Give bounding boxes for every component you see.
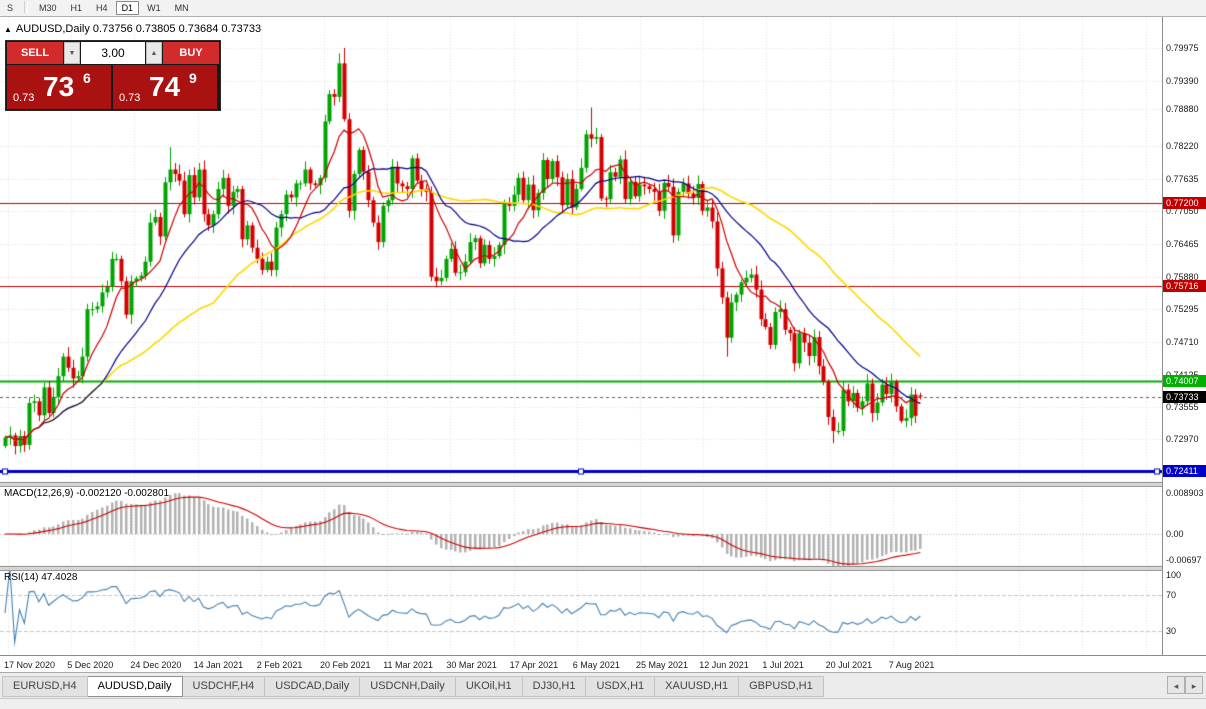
axis-tick-label: 0.72970	[1166, 434, 1199, 444]
price-level-label: 0.74007	[1163, 375, 1206, 387]
chart-tab-USDCAD-Daily[interactable]: USDCAD,Daily	[265, 676, 361, 697]
chart-tab-GBPUSD-H1[interactable]: GBPUSD,H1	[739, 676, 824, 697]
toolbar-separator	[24, 1, 29, 13]
tabs-scroll-left-icon[interactable]: ◂	[1167, 676, 1185, 694]
price-chart-canvas[interactable]	[0, 17, 1162, 655]
period-button-MN[interactable]: MN	[174, 3, 189, 13]
chart-region: ▲ AUDUSD,Daily 0.73756 0.73805 0.73684 0.…	[0, 16, 1206, 673]
axis-tick-label: 0.79390	[1166, 76, 1199, 86]
period-button-W1[interactable]: W1	[147, 3, 161, 13]
sell-price-display[interactable]: 0.73 73 6	[7, 65, 111, 109]
sell-price-prefix: 0.73	[13, 92, 35, 104]
date-axis-label: 12 Jun 2021	[699, 660, 749, 670]
price-level-label: 0.75716	[1163, 280, 1206, 292]
panel-splitter-rsi[interactable]	[0, 566, 1206, 571]
lot-size-input[interactable]: 3.00	[81, 42, 145, 64]
chart-tabs-bar: EURUSD,H4 AUDUSD,Daily USDCHF,H4 USDCAD,Dai…	[0, 672, 1206, 699]
chart-tab-USDCNH-Daily[interactable]: USDCNH,Daily	[360, 676, 456, 697]
chart-tab-USDCHF-H4[interactable]: USDCHF,H4	[182, 676, 266, 697]
price-axis[interactable]: 0.79975 0.79390 0.78880 0.78220 0.77635 0.770…	[1162, 17, 1206, 655]
chart-tab-AUDUSD-Daily[interactable]: AUDUSD,Daily	[87, 676, 183, 697]
axis-tick-label: 0.78220	[1166, 141, 1199, 151]
period-button-S[interactable]: S	[7, 3, 14, 13]
lot-decrement-button[interactable]: ▼	[64, 42, 80, 64]
axis-tick-label: 0.77635	[1166, 174, 1199, 184]
date-axis-label: 2 Feb 2021	[256, 660, 303, 670]
axis-tick-label: 0.79975	[1166, 43, 1199, 53]
axis-tick-label: 0.76465	[1166, 239, 1199, 249]
tabs-scroll-right-icon[interactable]: ▸	[1185, 676, 1203, 694]
chart-tab-EURUSD-H4[interactable]: EURUSD,H4	[2, 676, 88, 697]
macd-axis-label: -0.00697	[1166, 555, 1202, 565]
rsi-axis-label: 70	[1166, 590, 1177, 600]
axis-tick-label: 0.73555	[1166, 402, 1199, 412]
date-axis-label: 14 Jan 2021	[193, 660, 244, 670]
axis-tick-label: 0.78880	[1166, 104, 1199, 114]
date-axis-label: 17 Nov 2020	[4, 660, 56, 670]
date-axis-label: 7 Aug 2021	[888, 660, 935, 670]
buy-button[interactable]: BUY	[163, 42, 219, 64]
panel-splitter-macd[interactable]	[0, 482, 1206, 487]
date-axis[interactable]: 17 Nov 2020 5 Dec 2020 24 Dec 2020 14 Jan 2…	[0, 655, 1206, 673]
current-price-label: 0.73733	[1163, 391, 1206, 403]
chart-tabs: EURUSD,H4 AUDUSD,Daily USDCHF,H4 USDCAD,Dai…	[2, 676, 824, 697]
date-axis-label: 17 Apr 2021	[509, 660, 559, 670]
lot-increment-button[interactable]: ▲	[146, 42, 162, 64]
axis-tick-label: 0.75295	[1166, 304, 1199, 314]
price-level-label: 0.72411	[1163, 465, 1206, 477]
chart-tab-XAUUSD-H1[interactable]: XAUUSD,H1	[655, 676, 740, 697]
price-level-label: 0.77200	[1163, 197, 1206, 209]
status-bar	[0, 698, 1206, 709]
date-axis-label: 1 Jul 2021	[762, 660, 804, 670]
period-button-H4[interactable]: H4	[96, 3, 108, 13]
date-axis-label: 20 Jul 2021	[825, 660, 873, 670]
chart-title: AUDUSD,Daily 0.73756 0.73805 0.73684 0.7…	[15, 23, 262, 35]
macd-axis-label: 0.008903	[1166, 488, 1204, 498]
period-button-D1[interactable]: D1	[115, 1, 140, 15]
buy-price-pip-digit: 9	[189, 70, 197, 86]
date-axis-label: 11 Mar 2021	[383, 660, 434, 670]
date-axis-label: 6 May 2021	[572, 660, 620, 670]
date-axis-label: 20 Feb 2021	[320, 660, 371, 670]
buy-price-display[interactable]: 0.73 74 9	[113, 65, 217, 109]
axis-tick-label: 0.75880	[1166, 272, 1199, 282]
chart-tab-DJ30-H1[interactable]: DJ30,H1	[522, 676, 587, 697]
date-axis-label: 5 Dec 2020	[67, 660, 114, 670]
chart-tab-USDX-H1[interactable]: USDX,H1	[586, 676, 656, 697]
buy-price-prefix: 0.73	[119, 92, 141, 104]
period-button-H1[interactable]: H1	[70, 3, 83, 13]
sell-price-pip-digit: 6	[83, 70, 91, 86]
macd-indicator-label: MACD(12,26,9) -0.002120 -0.002801	[4, 488, 170, 499]
date-axis-label: 30 Mar 2021	[446, 660, 497, 670]
axis-tick-label: 0.74710	[1166, 337, 1199, 347]
chart-tab-UKOil-H1[interactable]: UKOil,H1	[455, 676, 523, 697]
rsi-axis-label: 30	[1166, 626, 1177, 636]
sell-price-big-digits: 73	[43, 71, 75, 102]
rsi-axis-label: 100	[1166, 570, 1182, 580]
buy-price-big-digits: 74	[149, 71, 181, 102]
date-axis-label: 24 Dec 2020	[130, 660, 182, 670]
one-click-trading-panel: SELL ▼ 3.00 ▲ BUY 0.73 73 6 0.73 74 9	[6, 41, 220, 110]
rsi-indicator-label: RSI(14) 47.4028	[4, 572, 78, 583]
axis-tick-label: 0.77050	[1166, 206, 1199, 216]
one-click-toggle-icon[interactable]: ▲	[4, 25, 12, 34]
timeframe-toolbar: S M30 H1 H4 D1 W1 MN	[0, 0, 1206, 17]
date-axis-label: 25 May 2021	[636, 660, 689, 670]
period-button-M30[interactable]: M30	[39, 3, 57, 13]
chart-ohlc-header: ▲ AUDUSD,Daily 0.73756 0.73805 0.73684 0.…	[4, 23, 261, 35]
macd-axis-label: 0.00	[1166, 529, 1184, 539]
sell-button[interactable]: SELL	[7, 42, 63, 64]
